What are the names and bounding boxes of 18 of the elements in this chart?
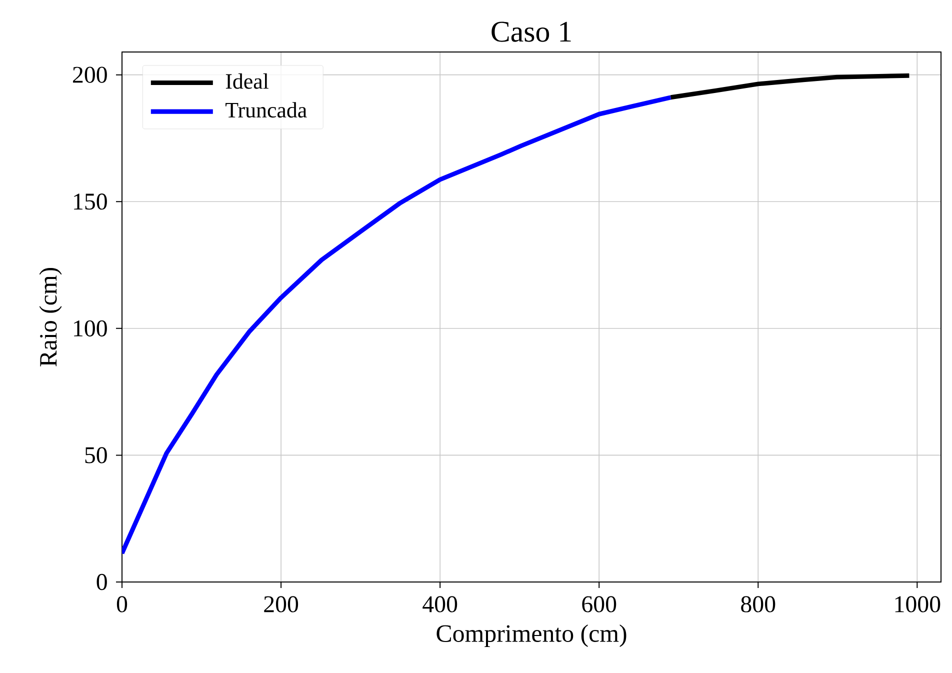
y-axis-title: Raio (cm) <box>39 268 62 366</box>
y-tick-label: 0 <box>96 574 107 590</box>
y-tick-label: 200 <box>73 66 107 83</box>
x-tick-label: 200 <box>264 596 298 612</box>
x-tick-label: 800 <box>741 596 776 612</box>
legend-label: Truncada <box>226 102 307 118</box>
x-tick-label: 1000 <box>895 596 940 612</box>
x-tick-label: 600 <box>582 596 616 612</box>
y-tick-label: 100 <box>74 320 107 336</box>
x-tick-label: 0 <box>116 596 128 612</box>
x-axis-title: Comprimento (cm) <box>436 624 626 648</box>
chart-title: Caso 1 <box>492 22 571 42</box>
x-tick-label: 400 <box>422 596 458 612</box>
line-series <box>668 73 912 100</box>
legend-label: Ideal <box>226 73 269 89</box>
y-tick-label: 150 <box>74 194 107 210</box>
line-series <box>122 95 673 556</box>
y-tick-label: 50 <box>85 447 107 464</box>
